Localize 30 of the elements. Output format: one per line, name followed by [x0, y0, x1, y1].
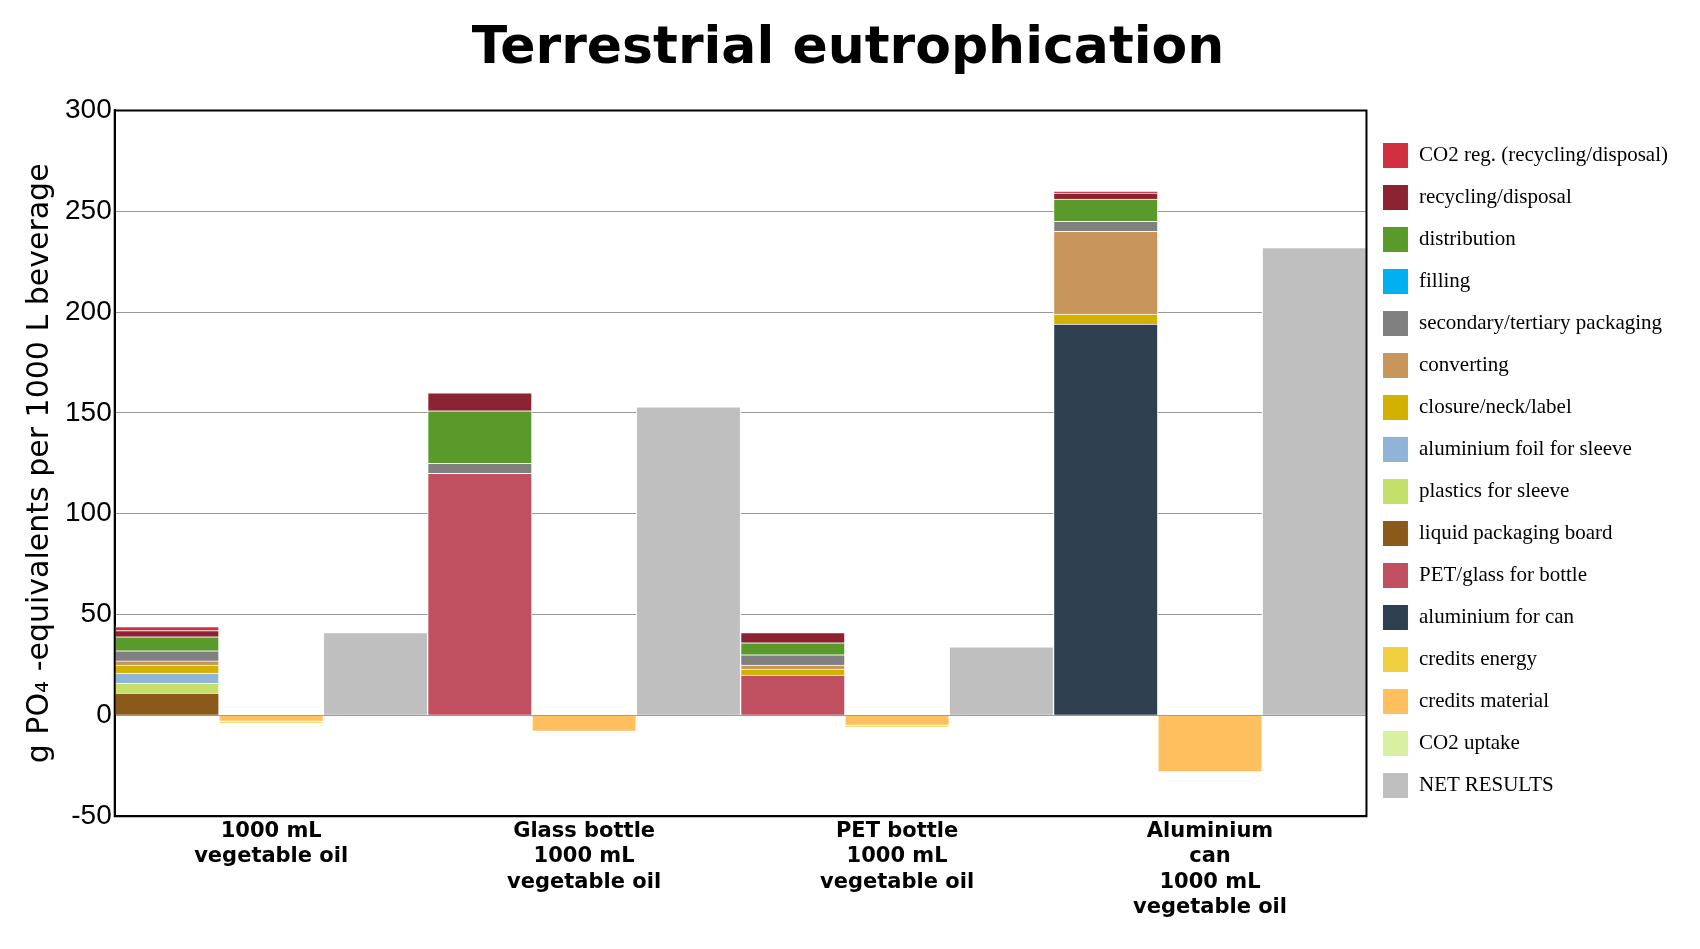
legend-label: secondary/tertiary packaging — [1418, 310, 1663, 335]
x-tick-label: 1000 mL vegetable oil — [194, 818, 349, 868]
y-tick-label: 150 — [65, 395, 112, 427]
x-tick-label: PET bottle 1000 mL vegetable oil — [820, 818, 975, 893]
legend-label: liquid packaging board — [1418, 520, 1614, 545]
y-tick-label: 300 — [65, 93, 112, 125]
x-tick-label: Aluminium can 1000 mL vegetable oil — [1133, 818, 1288, 918]
legend-label: plastics for sleeve — [1418, 478, 1570, 503]
y-tick-label: 250 — [65, 193, 112, 225]
legend-label: credits energy — [1418, 646, 1538, 671]
x-tick-label: Glass bottle 1000 mL vegetable oil — [507, 818, 662, 893]
y-tick-label: -50 — [71, 798, 112, 830]
legend-label: closure/neck/label — [1418, 394, 1572, 419]
legend-label: converting — [1418, 352, 1510, 377]
y-tick-label: 200 — [65, 294, 112, 326]
y-axis-title: g PO₄ -equivalents per 1000 L beverage — [19, 163, 55, 764]
legend-label: CO2 uptake — [1418, 730, 1520, 755]
legend-label: aluminium foil for sleeve — [1418, 436, 1632, 461]
y-tick-label: 50 — [80, 597, 112, 629]
legend-label: recycling/disposal — [1418, 184, 1572, 209]
chart-title: Terrestrial eutrophication — [471, 14, 1225, 75]
legend-label: CO2 reg. (recycling/disposal) — [1418, 142, 1669, 167]
legend-label: aluminium for can — [1418, 604, 1575, 629]
legend-label: PET/glass for bottle — [1418, 562, 1587, 587]
y-tick-label: 100 — [65, 496, 112, 528]
legend-label: distribution — [1418, 226, 1517, 251]
legend-label: NET RESULTS — [1418, 772, 1554, 797]
legend-label: credits material — [1418, 688, 1550, 713]
legend-label: filling — [1418, 268, 1471, 293]
y-tick-label: 0 — [96, 698, 112, 730]
